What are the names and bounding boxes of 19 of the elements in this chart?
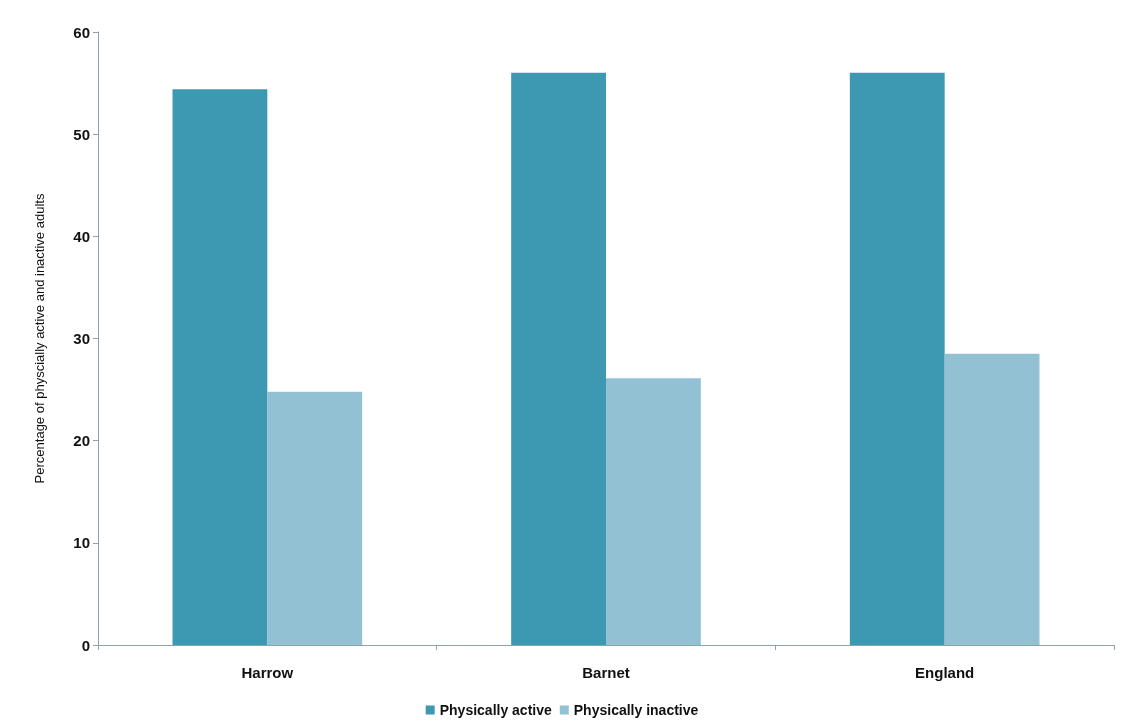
legend-label: Physically inactive xyxy=(573,702,699,718)
x-tick-label: Barnet xyxy=(582,664,630,681)
bar xyxy=(944,353,1040,645)
y-tick-label: 10 xyxy=(73,534,90,552)
y-tick-label: 50 xyxy=(73,125,90,143)
y-tick-label: 60 xyxy=(73,23,90,41)
y-tick-label: 40 xyxy=(73,227,90,245)
y-tick-label: 20 xyxy=(73,432,90,450)
x-tick-label: England xyxy=(915,664,975,681)
y-tick-label: 0 xyxy=(81,636,90,654)
bar xyxy=(267,391,363,645)
bar xyxy=(172,89,268,645)
y-tick-label: 30 xyxy=(73,330,90,347)
bar xyxy=(849,72,945,645)
bar xyxy=(606,378,701,645)
legend-label: Physically active xyxy=(439,702,552,718)
y-axis-title: Percentage of physcially active and inactive adults xyxy=(32,193,47,484)
bar xyxy=(511,72,606,645)
x-tick-label: Harrow xyxy=(241,664,294,681)
